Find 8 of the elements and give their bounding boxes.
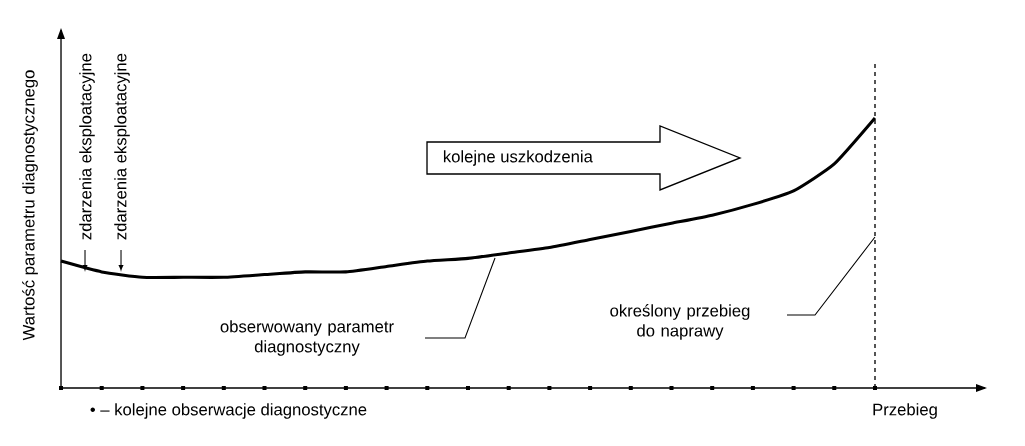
annotation: zdarzenia eksploatacyjne — [114, 53, 130, 240]
y-axis-title: Wartość parametru diagnostycznego — [22, 70, 38, 341]
annotation: kolejne uszkodzenia — [443, 150, 593, 166]
x-axis-title: Przebieg — [873, 403, 937, 419]
annotation: obserwowany parametr diagnostyczny — [220, 320, 394, 356]
annotation: określony przebieg do naprawy — [610, 304, 750, 340]
annotation: zdarzenia eksploatacyjne — [79, 53, 95, 240]
text: • – kolejne obserwacje diagnostyczne — [90, 403, 367, 419]
